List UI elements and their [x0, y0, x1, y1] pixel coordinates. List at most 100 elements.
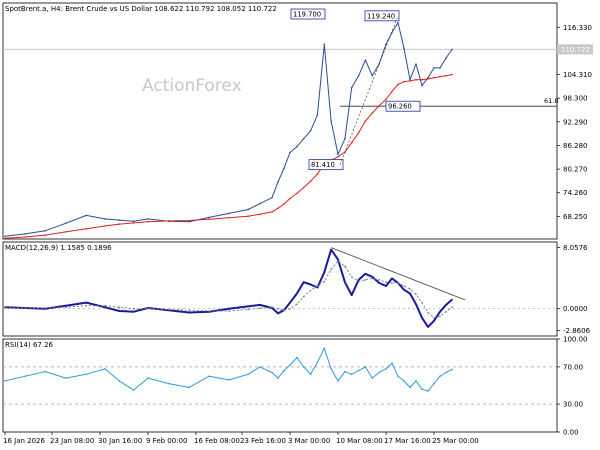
series-line-price-0 [4, 22, 453, 237]
data-point-price-1 [451, 73, 453, 76]
data-point-price-1 [167, 220, 170, 222]
data-point-macd-1 [302, 295, 305, 298]
data-point-macd-1 [228, 310, 230, 312]
data-point-price-0 [283, 167, 285, 169]
x-tick-label: 23 Jan 08:00 [50, 437, 94, 445]
x-tick-label: 16 Jan 2026 [3, 437, 46, 445]
price-callout-box [308, 159, 344, 171]
data-point-price-0 [409, 78, 411, 81]
y-tick-label: -2.8606 [563, 327, 591, 335]
data-point-rsi-0 [316, 361, 319, 364]
data-point-macd-1 [132, 307, 135, 310]
data-point-macd-0 [309, 283, 312, 286]
data-point-price-1 [85, 228, 88, 230]
data-point-price-0 [344, 137, 346, 140]
y-tick-label: 116.330 [563, 24, 592, 32]
y-tick-label: 92.290 [563, 118, 588, 126]
data-point-price-1 [277, 207, 279, 210]
data-point-price-0 [439, 67, 441, 69]
data-point-macd-1 [85, 304, 88, 307]
data-point-price-1 [188, 219, 190, 222]
data-point-price-0 [427, 76, 429, 79]
y-tick-label: 0.00 [563, 429, 579, 437]
data-point-price-1 [147, 220, 149, 223]
y-tick-label: 68.250 [563, 213, 588, 221]
data-point-macd-1 [344, 265, 346, 268]
data-point-rsi-0 [357, 369, 360, 372]
data-point-macd-1 [271, 306, 273, 309]
data-point-price-0 [208, 216, 210, 219]
data-point-macd-0 [445, 304, 447, 306]
data-point-rsi-0 [188, 386, 190, 389]
panel-frame-rsi [2, 338, 558, 433]
data-point-price-0 [316, 114, 319, 116]
y-tick-label: 104.310 [563, 71, 592, 79]
data-point-rsi-0 [391, 362, 393, 365]
data-point-macd-0 [344, 281, 346, 284]
data-point-macd-1 [316, 285, 319, 287]
data-point-rsi-0 [283, 369, 285, 372]
x-tick-label: 16 Feb 08:00 [194, 437, 240, 445]
data-point-macd-1 [4, 307, 6, 309]
data-point-macd-0 [330, 248, 332, 251]
data-point-macd-1 [371, 277, 374, 280]
data-point-macd-0 [188, 311, 190, 314]
data-point-price-0 [188, 220, 190, 223]
data-point-macd-0 [427, 326, 429, 328]
y-tick-label: 70.00 [563, 363, 583, 371]
series-line-price-1 [4, 74, 453, 239]
data-point-price-1 [118, 223, 120, 225]
data-point-rsi-0 [344, 370, 346, 373]
data-point-macd-0 [433, 320, 435, 322]
data-point-price-1 [228, 217, 230, 219]
data-point-macd-1 [364, 279, 367, 281]
data-point-price-0 [415, 63, 417, 65]
x-tick-label: 10 Mar 08:00 [336, 437, 383, 445]
data-point-macd-1 [421, 301, 423, 304]
data-point-price-1 [385, 98, 387, 101]
current-price-label: 110.722 [561, 46, 590, 54]
data-point-rsi-0 [259, 366, 261, 368]
data-point-macd-0 [323, 271, 326, 274]
data-point-macd-1 [415, 293, 417, 296]
data-point-price-1 [132, 222, 135, 224]
price-callout-box [385, 100, 421, 112]
x-tick-label: 3 Mar 00:00 [288, 437, 330, 445]
data-point-macd-0 [296, 292, 298, 295]
data-point-price-0 [323, 43, 326, 46]
data-point-price-1 [427, 78, 429, 80]
data-point-price-1 [371, 112, 374, 114]
data-point-rsi-0 [350, 373, 353, 376]
data-point-price-1 [259, 213, 261, 215]
data-point-macd-1 [24, 307, 26, 309]
data-point-macd-1 [104, 304, 106, 307]
data-point-price-1 [409, 80, 411, 82]
x-tick-label: 25 Mar 00:00 [432, 437, 479, 445]
data-point-macd-0 [302, 281, 305, 284]
series-line-macd-0 [4, 248, 453, 328]
data-point-price-1 [247, 215, 249, 217]
data-point-macd-0 [228, 307, 230, 310]
data-point-rsi-0 [271, 371, 273, 374]
data-point-rsi-0 [44, 370, 47, 373]
x-tick-label: 30 Jan 16:00 [98, 437, 142, 445]
data-point-rsi-0 [385, 368, 387, 370]
data-point-macd-0 [104, 306, 106, 309]
panel-title-rsi: RSI(14) 67.26 [5, 341, 54, 349]
data-point-price-0 [289, 151, 291, 154]
data-point-macd-1 [378, 279, 380, 281]
data-point-rsi-0 [371, 377, 374, 379]
data-point-rsi-0 [421, 388, 423, 391]
data-point-macd-0 [350, 294, 353, 296]
series-line-macd-1 [5, 260, 453, 319]
y-tick-label: 74.260 [563, 189, 588, 197]
data-point-price-0 [247, 208, 249, 211]
data-point-price-0 [4, 235, 6, 237]
data-point-rsi-0 [147, 377, 149, 379]
data-point-macd-0 [451, 298, 453, 301]
data-point-macd-1 [357, 280, 360, 283]
data-point-rsi-0 [445, 371, 447, 374]
data-point-rsi-0 [277, 377, 279, 379]
data-point-price-0 [85, 214, 88, 217]
data-point-price-0 [296, 145, 298, 148]
